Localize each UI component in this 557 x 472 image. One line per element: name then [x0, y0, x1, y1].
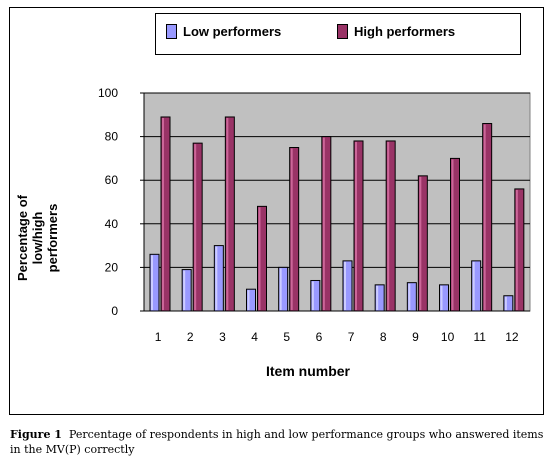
legend-swatch-high [337, 24, 348, 39]
bar-highlight [355, 141, 357, 310]
x-tick-label: 8 [380, 330, 387, 344]
bar-highlight [194, 144, 197, 310]
bar-highlight [322, 137, 325, 310]
bar-high [385, 140, 396, 312]
legend-item-low: Low performers [166, 24, 281, 39]
x-tick-label: 4 [251, 330, 258, 344]
bar-highlight [451, 159, 454, 310]
figure-caption: Figure 1 Percentage of respondents in hi… [10, 427, 550, 457]
caption-text: Percentage of respondents in high and lo… [10, 428, 544, 456]
bar-highlight [151, 255, 153, 310]
x-tick-label: 5 [283, 330, 290, 344]
bar-low [374, 284, 385, 312]
bar-highlight [279, 268, 282, 310]
bar-highlight [258, 207, 261, 310]
x-tick-label: 1 [155, 330, 162, 344]
bar-highlight [311, 281, 314, 310]
bar-highlight [483, 124, 486, 311]
bar-high [482, 123, 493, 312]
bar-highlight [472, 261, 475, 310]
bar-highlight [290, 148, 293, 310]
bar-high [257, 205, 267, 312]
bar-highlight [504, 296, 507, 310]
x-tick-label: 7 [348, 330, 355, 344]
bar-low [342, 260, 353, 312]
bar-highlight [387, 141, 390, 310]
y-tick-label: 80 [105, 130, 119, 144]
bar-low [439, 284, 449, 312]
x-tick-label: 9 [412, 330, 419, 344]
bar-high [450, 157, 460, 312]
bar-low [181, 269, 192, 312]
bar-highlight [440, 285, 443, 310]
y-tick-label: 100 [98, 86, 118, 100]
bar-highlight [183, 270, 186, 310]
bar-high [353, 140, 364, 312]
bar-high [514, 188, 525, 312]
bar-highlight [515, 189, 518, 310]
x-axis-label: Item number [265, 363, 350, 379]
y-tick-label: 60 [105, 173, 119, 187]
bar-low [310, 279, 321, 312]
bar-low [213, 245, 224, 312]
bar-high [321, 136, 332, 312]
x-tick-label: 10 [441, 330, 455, 344]
x-tick-label: 11 [474, 330, 487, 344]
bar-highlight [247, 290, 250, 310]
bar-low [149, 253, 160, 312]
x-tick-label: 2 [187, 330, 194, 344]
plot-area [143, 92, 531, 312]
legend-swatch-low [166, 24, 177, 39]
bar-high [224, 116, 235, 312]
bar-high [160, 116, 171, 312]
bar-highlight [226, 117, 229, 310]
legend-label-low: Low performers [183, 24, 282, 39]
bar-low [471, 260, 482, 312]
bar-high [192, 142, 203, 312]
bar-low [503, 295, 514, 312]
bar-low [278, 266, 289, 312]
legend-item-high: High performers [337, 24, 455, 39]
bar-highlight [376, 285, 379, 310]
y-tick-label: 40 [105, 217, 119, 231]
bar-highlight [215, 246, 218, 310]
y-tick-label: 20 [105, 260, 119, 274]
chart-legend: Low performers High performers [155, 13, 521, 55]
x-tick-label: 6 [316, 330, 323, 344]
bar-highlight [408, 283, 411, 310]
bar-high [417, 175, 428, 312]
bar-low [406, 282, 417, 312]
bar-highlight [344, 261, 346, 310]
bar-high [289, 147, 300, 312]
x-tick-label: 12 [505, 330, 519, 344]
x-tick-label: 3 [219, 330, 226, 344]
caption-label: Figure 1 [10, 428, 62, 441]
y-tick-label: 0 [111, 304, 118, 318]
bar-low [246, 288, 256, 312]
bar-highlight [419, 176, 422, 310]
legend-label-high: High performers [354, 24, 456, 39]
y-axis-label: Percentage of low/high performers [15, 195, 60, 281]
bar-highlight [162, 117, 164, 310]
